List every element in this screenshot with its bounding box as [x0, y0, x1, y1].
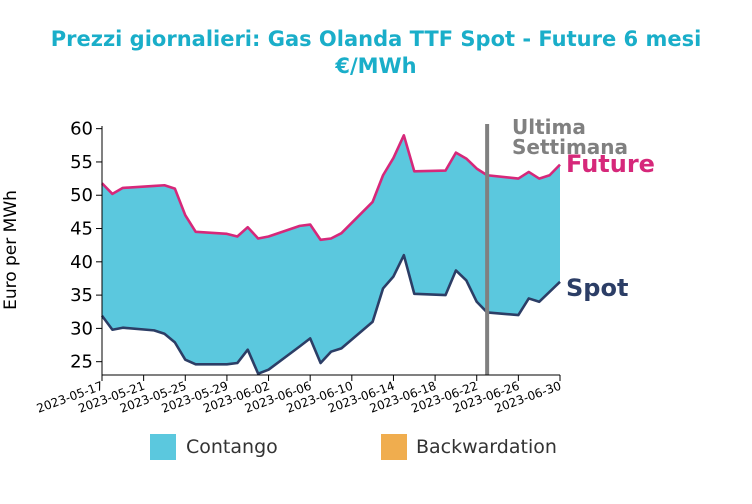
legend-label-contango: Contango	[186, 436, 278, 458]
y-tick-label: 55	[70, 152, 93, 173]
y-tick-label: 25	[70, 352, 93, 373]
legend: Contango Backwardation	[150, 434, 557, 460]
y-tick-label: 35	[70, 285, 93, 306]
y-tick-label: 40	[70, 252, 93, 273]
contango-area	[102, 135, 560, 374]
series-label-future: Future	[566, 150, 655, 178]
y-tick-label: 60	[70, 119, 93, 140]
annotation-ultima: Ultima	[512, 115, 586, 139]
y-tick-label: 45	[70, 219, 93, 240]
legend-swatch-contango	[150, 434, 176, 460]
y-tick-label: 50	[70, 185, 93, 206]
annotation-settimana: Settimana	[512, 135, 628, 159]
series-label-spot: Spot	[566, 274, 628, 302]
chart-subtitle: €/MWh	[334, 54, 416, 78]
series-line-future	[101, 134, 561, 242]
series-line-spot	[100, 253, 561, 375]
y-axis-label: Euro per MWh	[1, 190, 21, 310]
legend-swatch-backwardation	[381, 434, 407, 460]
plot-area	[100, 124, 561, 375]
legend-label-backwardation: Backwardation	[416, 436, 557, 458]
chart-title: Prezzi giornalieri: Gas Olanda TTF Spot …	[51, 27, 702, 51]
y-tick-label: 30	[70, 318, 93, 339]
annotations: Ultima Settimana Future Spot	[512, 115, 655, 302]
